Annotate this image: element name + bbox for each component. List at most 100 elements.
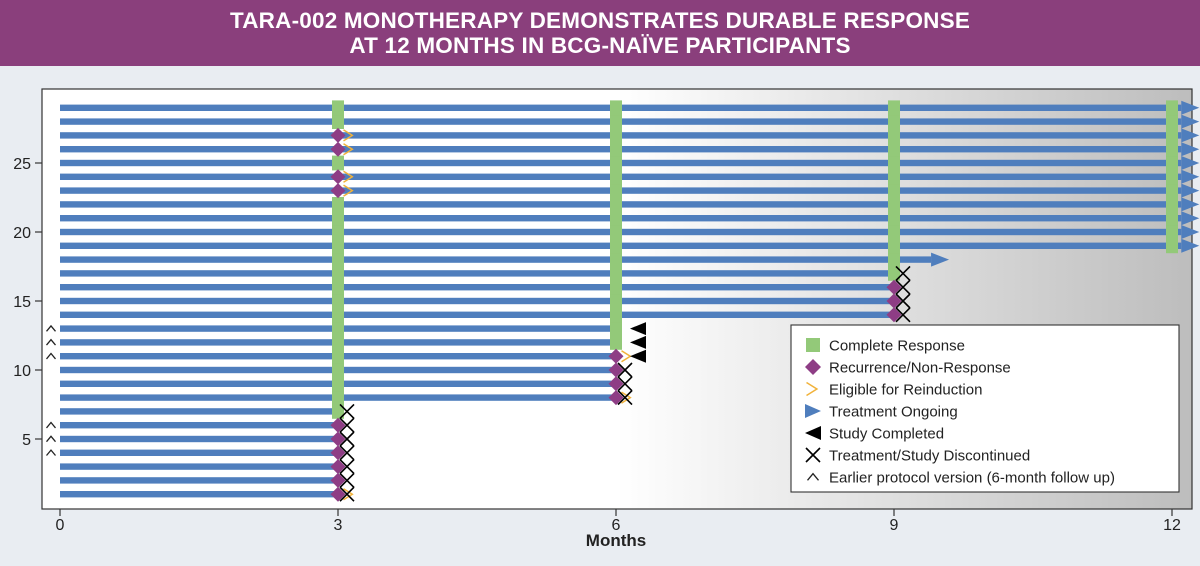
ongoing-marker	[1181, 211, 1200, 226]
ongoing-marker	[1181, 169, 1200, 184]
earlier-protocol-marker	[46, 435, 56, 443]
legend-label: Earlier protocol version (6-month follow…	[829, 470, 1115, 487]
discontinued-marker	[339, 472, 355, 488]
complete-response-mark	[888, 100, 900, 116]
complete-response-mark	[1166, 238, 1178, 254]
ongoing-marker	[1181, 128, 1200, 143]
discontinued-marker	[339, 459, 355, 475]
reinduction-marker	[343, 170, 354, 183]
complete-response-mark	[332, 238, 344, 254]
completed-marker	[630, 349, 646, 363]
y-tick-label: 10	[13, 363, 31, 380]
participant-bar	[60, 422, 338, 429]
complete-response-mark	[610, 238, 622, 254]
complete-response-mark	[1166, 169, 1178, 185]
earlier-protocol-marker	[46, 324, 56, 332]
recurrence-marker	[330, 183, 346, 199]
complete-response-marks	[332, 100, 1178, 419]
ongoing-marker	[1181, 197, 1200, 212]
complete-response-mark	[610, 224, 622, 240]
complete-response-mark	[888, 114, 900, 129]
complete-response-mark	[1166, 197, 1178, 212]
complete-response-mark	[610, 197, 622, 212]
recurrence-marker	[608, 376, 624, 392]
complete-response-mark	[332, 197, 344, 212]
complete-response-mark	[1166, 210, 1178, 226]
complete-response-mark	[888, 252, 900, 267]
earlier-protocol-marker	[46, 338, 56, 346]
discontinued-marker	[895, 279, 911, 295]
complete-response-mark	[332, 279, 344, 295]
reinduction-marker	[343, 488, 354, 501]
complete-response-mark	[888, 128, 900, 143]
complete-response-mark	[1166, 183, 1178, 198]
discontinued-marker	[339, 486, 355, 502]
discontinued-marker	[339, 431, 355, 447]
recurrence-marker	[886, 279, 902, 295]
complete-response-mark	[610, 100, 622, 116]
participant-bar	[60, 435, 338, 443]
legend-label: Recurrence/Non-Response	[829, 360, 1011, 377]
reinduction-marker	[343, 184, 354, 197]
reinduction-marker	[343, 129, 354, 142]
x-axis-label: Months	[586, 531, 646, 550]
complete-response-mark	[610, 114, 622, 129]
complete-response-mark	[610, 128, 622, 143]
completed-marker	[630, 335, 646, 349]
ongoing-marker	[1181, 114, 1200, 129]
complete-response-mark	[888, 169, 900, 185]
ongoing-marker	[931, 252, 950, 267]
complete-response-mark	[610, 279, 622, 295]
page-title: TARA-002 MONOTHERAPY DEMONSTRATES DURABL…	[0, 0, 1200, 66]
y-tick-label: 15	[13, 294, 31, 311]
complete-response-mark	[610, 155, 622, 171]
legend-label: Eligible for Reinduction	[829, 382, 982, 399]
participant-bar	[60, 270, 894, 277]
complete-response-mark	[1166, 155, 1178, 171]
complete-response-mark	[610, 141, 622, 157]
complete-response-mark	[610, 252, 622, 267]
reinduction-marker	[343, 143, 354, 156]
x-tick-label: 0	[56, 517, 65, 534]
participant-bar	[60, 463, 338, 470]
recurrence-marker	[330, 417, 346, 433]
complete-response-mark	[332, 155, 344, 171]
legend-label: Treatment Ongoing	[829, 404, 958, 421]
complete-response-mark	[610, 266, 622, 281]
x-tick-label: 9	[890, 517, 899, 534]
complete-response-mark	[888, 266, 900, 281]
complete-response-mark	[888, 224, 900, 240]
legend-left-triangle-icon	[805, 426, 821, 440]
legend: Complete Response Recurrence/Non-Response…	[790, 324, 1180, 493]
legend-caret-icon	[807, 472, 819, 481]
recurrence-marker	[886, 307, 902, 323]
complete-response-mark	[1166, 128, 1178, 143]
discontinued-marker	[895, 293, 911, 309]
complete-response-mark	[610, 335, 622, 350]
title-line-1: TARA-002 MONOTHERAPY DEMONSTRATES DURABL…	[229, 8, 971, 33]
complete-response-mark	[610, 183, 622, 198]
complete-response-mark	[1166, 100, 1178, 116]
ongoing-marker	[1181, 142, 1200, 157]
discontinued-marker	[617, 376, 633, 392]
recurrence-marker	[330, 169, 346, 185]
completed-marker	[630, 322, 646, 336]
participant-bar	[60, 491, 338, 498]
complete-response-mark	[1166, 114, 1178, 129]
complete-response-mark	[610, 210, 622, 226]
legend-diamond-icon	[805, 359, 821, 375]
x-tick-label: 3	[334, 517, 343, 534]
complete-response-mark	[610, 307, 622, 323]
complete-response-mark	[888, 238, 900, 254]
ongoing-marker	[1181, 238, 1200, 253]
legend-box	[790, 324, 1180, 493]
recurrence-marker	[330, 445, 346, 461]
complete-response-mark	[610, 169, 622, 185]
complete-response-mark	[332, 293, 344, 309]
legend-right-triangle-icon	[805, 404, 821, 418]
legend-label: Treatment/Study Discontinued	[829, 448, 1030, 465]
complete-response-mark	[332, 224, 344, 240]
complete-response-mark	[888, 210, 900, 226]
ongoing-marker	[1181, 183, 1200, 198]
complete-response-mark	[888, 141, 900, 157]
